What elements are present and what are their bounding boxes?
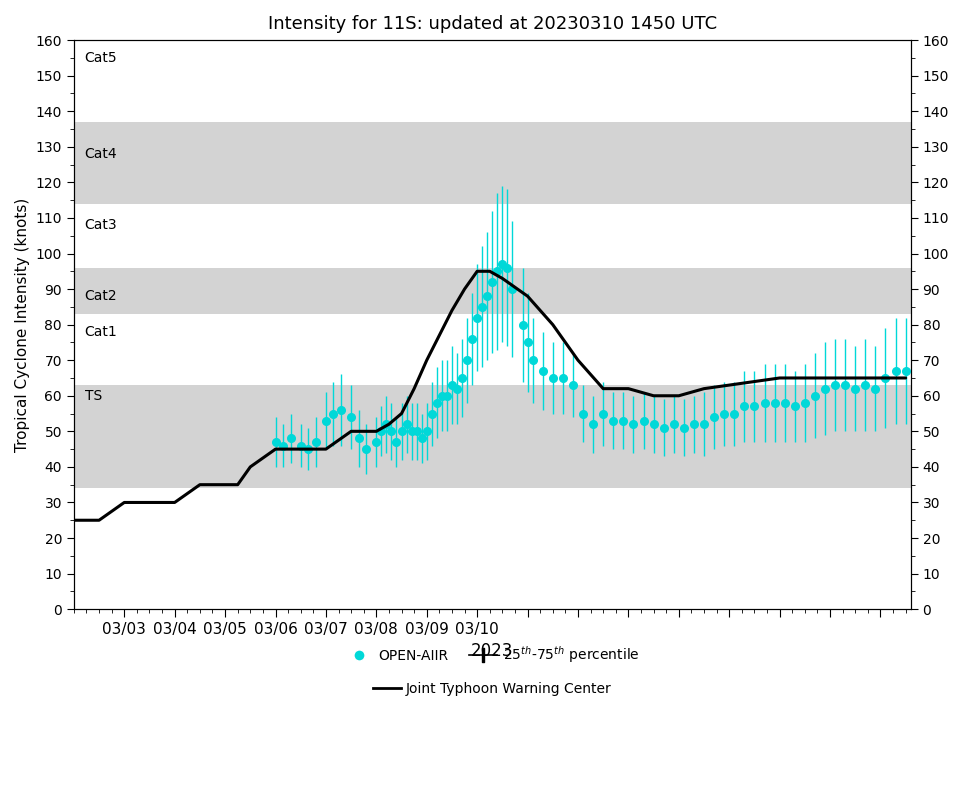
- Text: TS: TS: [85, 388, 102, 402]
- Y-axis label: Tropical Cyclone Intensity (knots): Tropical Cyclone Intensity (knots): [15, 197, 30, 452]
- Text: Cat5: Cat5: [85, 51, 118, 64]
- Text: Cat3: Cat3: [85, 218, 118, 232]
- Title: Intensity for 11S: updated at 20230310 1450 UTC: Intensity for 11S: updated at 20230310 1…: [268, 15, 717, 33]
- X-axis label: 2023: 2023: [471, 641, 514, 659]
- Text: Cat4: Cat4: [85, 147, 118, 161]
- Text: Cat1: Cat1: [85, 325, 118, 339]
- Bar: [74, 122, 911, 204]
- Legend: Joint Typhoon Warning Center: Joint Typhoon Warning Center: [367, 677, 617, 702]
- Bar: [74, 385, 911, 488]
- Bar: [74, 268, 911, 314]
- Text: Cat2: Cat2: [85, 289, 118, 303]
